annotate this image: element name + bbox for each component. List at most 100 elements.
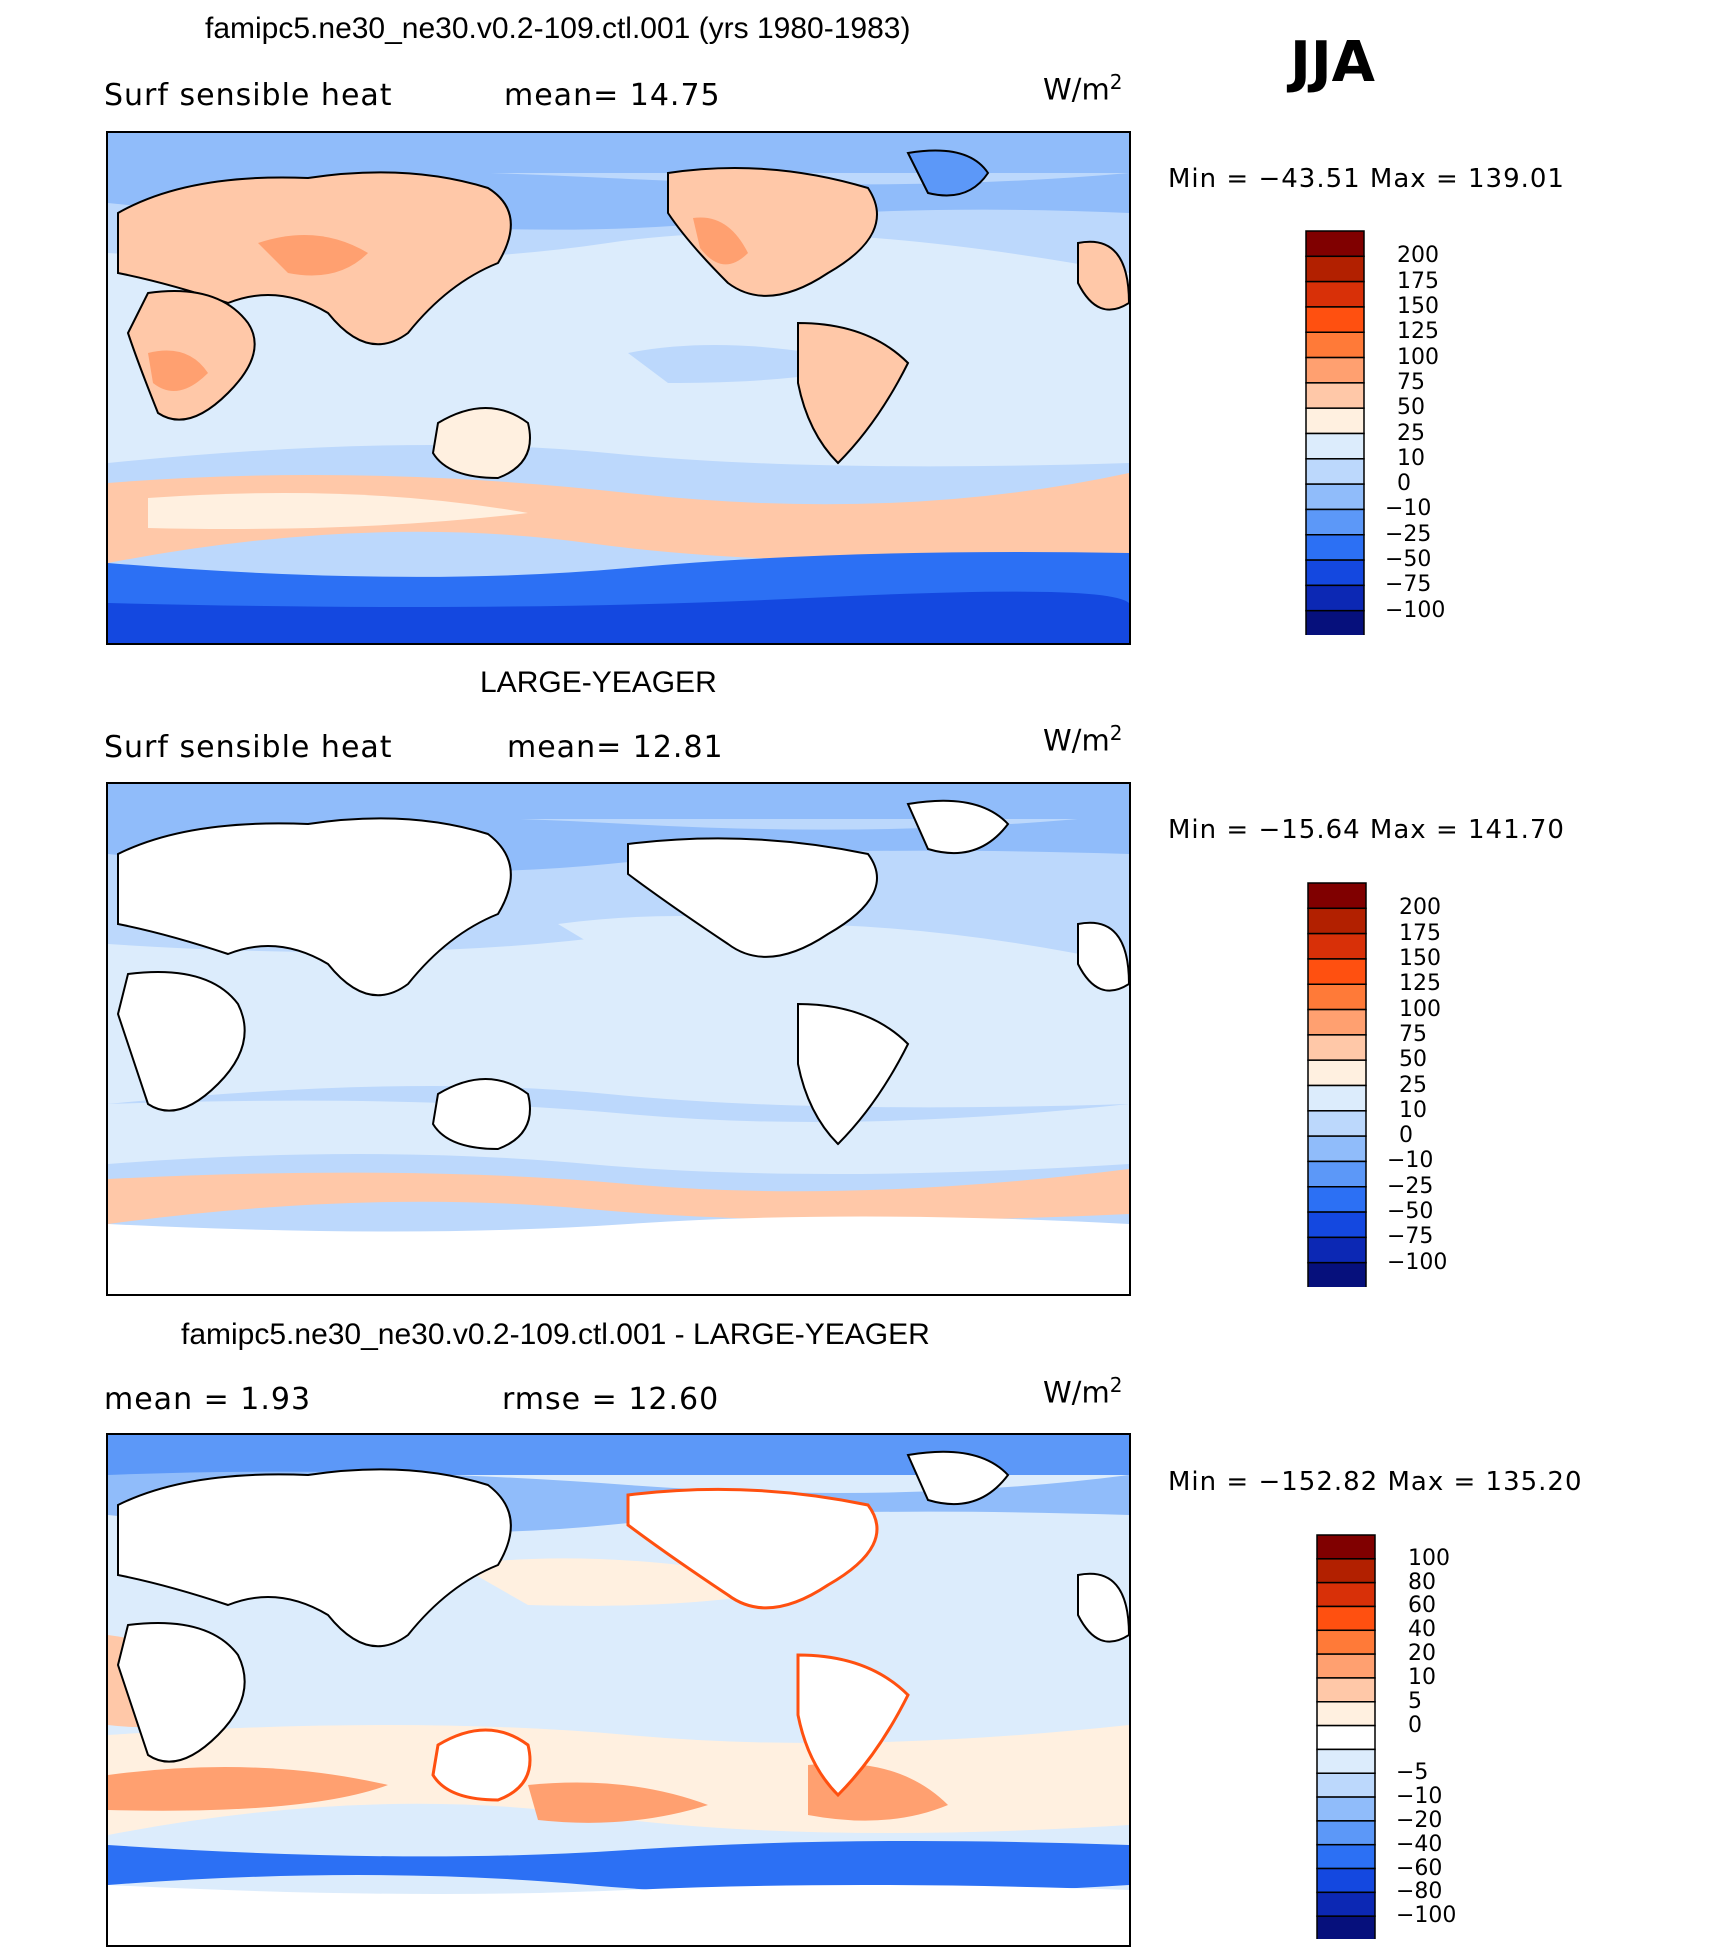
colorbar-tick-label: 100 — [1399, 996, 1441, 1022]
colorbar-tick-label: 10 — [1408, 1664, 1436, 1690]
colorbar-swatch — [1316, 1820, 1376, 1846]
panel-3-mean-label: mean = 1.93 — [104, 1382, 312, 1417]
panel-1-variable-label: Surf sensible heat — [104, 78, 393, 113]
colorbar-swatch — [1305, 483, 1365, 511]
colorbar-tick-label: −20 — [1396, 1807, 1443, 1833]
panel-2-units: W/m2 — [1043, 721, 1123, 758]
colorbar-tick-label: −10 — [1387, 1148, 1434, 1174]
colorbar-swatch — [1316, 1724, 1376, 1751]
panel-3-colorbar-swatches — [1316, 1534, 1376, 1941]
panel-3-units: W/m2 — [1043, 1373, 1123, 1410]
panel-3-minmax: Min = −152.82 Max = 135.20 — [1168, 1467, 1583, 1497]
panel-3-title: famipc5.ne30_ne30.v0.2-109.ctl.001 - LAR… — [181, 1318, 930, 1351]
colorbar-swatch — [1305, 331, 1365, 359]
colorbar-swatch — [1305, 356, 1365, 384]
colorbar-swatch — [1307, 932, 1367, 960]
panel-2-mean-label: mean= 12.81 — [507, 730, 724, 765]
panel-2-variable-label: Surf sensible heat — [104, 730, 393, 765]
colorbar-swatch — [1307, 907, 1367, 935]
colorbar-tick-label: −100 — [1387, 1249, 1448, 1275]
colorbar-swatch — [1307, 1236, 1367, 1264]
colorbar-swatch — [1316, 1677, 1376, 1703]
colorbar-tick-label: −25 — [1387, 1173, 1434, 1199]
colorbar-tick-label: 175 — [1397, 268, 1439, 294]
colorbar-tick-label: 20 — [1408, 1641, 1436, 1667]
colorbar-tick-label: 80 — [1408, 1569, 1436, 1595]
colorbar-tick-label: 0 — [1408, 1712, 1422, 1738]
colorbar-tick-label: 25 — [1399, 1072, 1427, 1098]
colorbar-tick-label: −5 — [1396, 1760, 1429, 1786]
colorbar-tick-label: 60 — [1408, 1593, 1436, 1619]
colorbar-swatch — [1307, 1186, 1367, 1213]
colorbar-tick-label: 5 — [1408, 1688, 1422, 1714]
colorbar-tick-label: 150 — [1397, 293, 1439, 319]
panel-2-minmax: Min = −15.64 Max = 141.70 — [1168, 815, 1565, 845]
colorbar-tick-label: −25 — [1385, 521, 1432, 547]
colorbar-tick-label: −40 — [1396, 1831, 1443, 1857]
colorbar-tick-label: 75 — [1399, 1021, 1427, 1047]
colorbar-swatch — [1316, 1748, 1376, 1774]
colorbar-swatch — [1316, 1891, 1376, 1917]
colorbar-swatch — [1305, 458, 1365, 485]
colorbar-tick-label: −50 — [1387, 1199, 1434, 1225]
panel-3-colorbar — [1316, 1534, 1376, 1944]
colorbar-swatch — [1305, 584, 1365, 612]
colorbar-tick-label: 100 — [1408, 1545, 1450, 1571]
colorbar-tick-label: 200 — [1399, 895, 1441, 921]
colorbar-tick-label: 175 — [1399, 920, 1441, 946]
panel-1-map-canvas — [108, 133, 1129, 643]
colorbar-swatch — [1316, 1867, 1376, 1894]
colorbar-swatch — [1307, 1160, 1367, 1188]
colorbar-tick-label: 200 — [1397, 243, 1439, 269]
panel-1-title: famipc5.ne30_ne30.v0.2-109.ctl.001 (yrs … — [205, 12, 911, 45]
colorbar-tick-label: 10 — [1397, 445, 1425, 471]
colorbar-swatch — [1307, 983, 1367, 1011]
colorbar-swatch — [1316, 1653, 1376, 1679]
colorbar-swatch — [1316, 1581, 1376, 1608]
colorbar-tick-label: 40 — [1408, 1617, 1436, 1643]
colorbar-tick-label: 50 — [1397, 395, 1425, 421]
panel-3-rmse-label: rmse = 12.60 — [502, 1382, 720, 1417]
colorbar-tick-label: −100 — [1396, 1903, 1457, 1929]
colorbar-tick-label: 10 — [1399, 1097, 1427, 1123]
colorbar-tick-label: −10 — [1396, 1784, 1443, 1810]
colorbar-swatch — [1305, 306, 1365, 333]
panel-3-map — [106, 1433, 1131, 1947]
colorbar-swatch — [1305, 255, 1365, 283]
colorbar-swatch — [1307, 1008, 1367, 1036]
panel-2-map-canvas — [108, 784, 1129, 1294]
colorbar-swatch — [1316, 1701, 1376, 1727]
colorbar-swatch — [1305, 534, 1365, 561]
colorbar-tick-label: 75 — [1397, 369, 1425, 395]
colorbar-swatch — [1307, 1211, 1367, 1239]
colorbar-tick-label: 25 — [1397, 420, 1425, 446]
panel-2-map — [106, 782, 1131, 1296]
colorbar-tick-label: 125 — [1397, 319, 1439, 345]
colorbar-swatch — [1305, 559, 1365, 587]
colorbar-swatch — [1307, 1084, 1367, 1112]
colorbar-tick-label: −75 — [1387, 1224, 1434, 1250]
colorbar-swatch — [1307, 1110, 1367, 1137]
colorbar-swatch — [1305, 407, 1365, 435]
colorbar-swatch — [1307, 882, 1367, 910]
colorbar-tick-label: −50 — [1385, 547, 1432, 573]
season-label: JJA — [1290, 30, 1376, 95]
colorbar-swatch — [1316, 1915, 1376, 1941]
colorbar-tick-label: −75 — [1385, 572, 1432, 598]
colorbar-swatch — [1307, 1261, 1367, 1289]
colorbar-swatch — [1305, 508, 1365, 536]
colorbar-swatch — [1316, 1534, 1376, 1560]
panel-1-minmax: Min = −43.51 Max = 139.01 — [1168, 164, 1565, 194]
colorbar-swatch — [1307, 958, 1367, 985]
colorbar-swatch — [1305, 609, 1365, 637]
panel-2-colorbar-swatches — [1307, 882, 1367, 1289]
colorbar-tick-label: −10 — [1385, 496, 1432, 522]
colorbar-swatch — [1305, 382, 1365, 409]
colorbar-tick-label: −100 — [1385, 597, 1446, 623]
colorbar-tick-label: 50 — [1399, 1047, 1427, 1073]
colorbar-swatch — [1305, 230, 1365, 258]
colorbar-swatch — [1316, 1558, 1376, 1584]
colorbar-tick-label: −60 — [1396, 1855, 1443, 1881]
colorbar-swatch — [1316, 1796, 1376, 1822]
colorbar-tick-label: 125 — [1399, 971, 1441, 997]
